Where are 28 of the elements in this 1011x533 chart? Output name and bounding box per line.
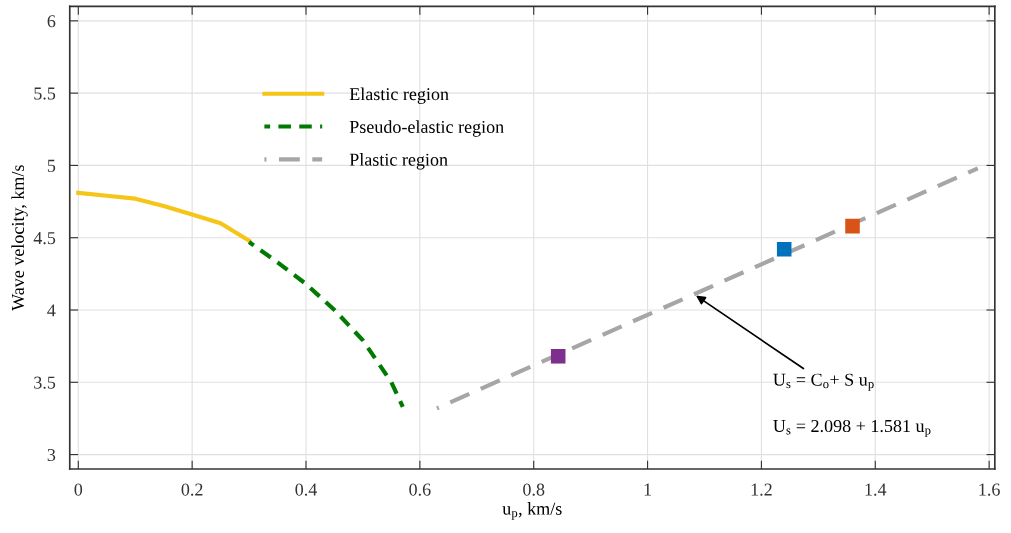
annotation: U$_{s}$ = C$_{o}$+ S u$_{p}$ <box>773 373 874 391</box>
x-tick-label: 0.6 <box>409 483 431 496</box>
legend-label: Plastic region <box>349 153 448 170</box>
x-tick-label: 0.2 <box>181 483 203 496</box>
y-tick-label: 6 <box>47 15 56 28</box>
point <box>776 242 792 257</box>
y-tick-label: 4 <box>47 304 56 317</box>
line-series <box>246 239 405 409</box>
legend-label: Elastic region <box>349 87 449 104</box>
legend-label: Pseudo-elastic region <box>349 120 504 137</box>
x-tick-label: 0 <box>74 483 83 496</box>
x-tick-label: 1.2 <box>751 483 772 496</box>
point <box>550 348 566 364</box>
y-tick-label: 4.5 <box>33 232 56 245</box>
x-axis-title: u$_{p}$, km/s <box>502 502 562 520</box>
point <box>845 218 860 234</box>
x-tick-label: 0.4 <box>295 483 318 496</box>
y-axis-title: Wave velocity, km/s <box>11 165 28 311</box>
annotation: U$_{s}$ = 2.098 + 1.581 u$_{p}$ <box>773 419 931 438</box>
x-tick-label: 0.8 <box>523 483 545 496</box>
y-tick-label: 3 <box>47 448 56 462</box>
y-tick-label: 5.5 <box>34 87 56 100</box>
x-tick-label: 1 <box>644 483 651 496</box>
y-tick-label: 5 <box>47 159 56 172</box>
y-tick-label: 3.5 <box>34 376 56 389</box>
x-tick-label: 1.6 <box>979 483 1000 496</box>
x-tick-label: 1.4 <box>865 483 887 496</box>
line-series <box>76 190 252 243</box>
